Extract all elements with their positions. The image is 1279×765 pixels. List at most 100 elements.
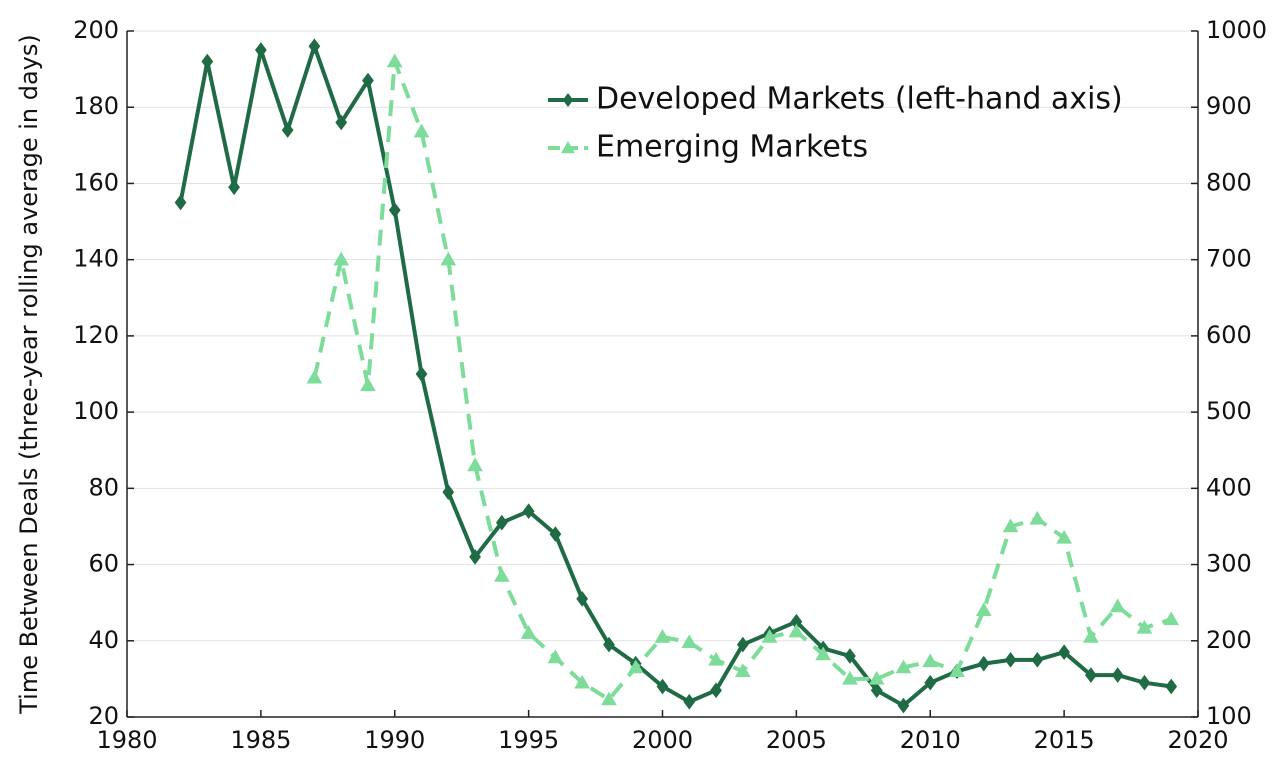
legend-marker bbox=[561, 141, 575, 154]
point-marker bbox=[734, 663, 751, 678]
point-marker bbox=[415, 366, 428, 382]
y2-tick-label: 500 bbox=[1206, 397, 1252, 425]
x-tick-label: 1985 bbox=[230, 726, 291, 754]
legend-label: Emerging Markets bbox=[596, 130, 868, 165]
x-tick-label: 2000 bbox=[632, 726, 693, 754]
point-marker bbox=[520, 625, 537, 639]
point-marker bbox=[576, 591, 589, 607]
point-marker bbox=[333, 251, 350, 266]
point-marker bbox=[1031, 651, 1044, 668]
point-marker bbox=[174, 194, 187, 211]
point-marker bbox=[522, 503, 535, 520]
y-tick-label: 180 bbox=[73, 92, 119, 120]
point-marker bbox=[1058, 644, 1070, 661]
point-marker bbox=[1002, 518, 1019, 533]
point-marker bbox=[627, 659, 644, 674]
point-marker bbox=[710, 682, 722, 699]
point-marker bbox=[736, 636, 749, 653]
point-marker bbox=[1111, 667, 1124, 683]
y2-tick-label: 400 bbox=[1206, 473, 1252, 501]
point-marker bbox=[467, 457, 483, 472]
point-marker bbox=[761, 628, 778, 643]
point-marker bbox=[574, 674, 591, 689]
point-marker bbox=[1056, 529, 1072, 544]
y2-tick-label: 800 bbox=[1206, 168, 1252, 196]
point-marker bbox=[549, 526, 562, 542]
y-tick-label: 200 bbox=[73, 16, 119, 44]
point-marker bbox=[788, 623, 805, 638]
legend-marker bbox=[562, 93, 574, 107]
point-marker bbox=[1136, 619, 1153, 634]
point-marker bbox=[975, 602, 992, 617]
y2-tick-label: 1000 bbox=[1206, 16, 1267, 44]
y2-tick-label: 200 bbox=[1206, 626, 1252, 654]
point-marker bbox=[603, 636, 615, 653]
point-marker bbox=[362, 72, 374, 89]
x-tick-label: 2010 bbox=[900, 726, 961, 754]
point-marker bbox=[413, 123, 430, 138]
y-axis-label: Time Between Deals (three-year rolling a… bbox=[15, 34, 43, 715]
point-marker bbox=[335, 114, 348, 131]
point-marker bbox=[654, 628, 671, 643]
x-tick-label: 1995 bbox=[498, 726, 559, 754]
x-tick-label: 2005 bbox=[766, 726, 827, 754]
point-marker bbox=[547, 649, 564, 664]
point-marker bbox=[868, 670, 885, 685]
y-tick-label: 100 bbox=[73, 397, 119, 425]
point-marker bbox=[1165, 678, 1178, 695]
y2-tick-label: 900 bbox=[1206, 92, 1252, 120]
point-marker bbox=[601, 691, 617, 706]
y2-tick-label: 100 bbox=[1206, 702, 1252, 730]
point-marker bbox=[1138, 674, 1151, 691]
point-marker bbox=[493, 567, 510, 582]
x-tick-label: 2015 bbox=[1034, 726, 1095, 754]
y2-tick-label: 700 bbox=[1206, 245, 1252, 273]
y2-tick-label: 300 bbox=[1206, 550, 1252, 578]
point-marker bbox=[440, 251, 457, 266]
point-marker bbox=[897, 697, 910, 714]
point-marker bbox=[844, 648, 856, 664]
point-marker bbox=[1083, 628, 1099, 643]
point-marker bbox=[708, 651, 724, 666]
point-marker bbox=[442, 484, 455, 500]
point-marker bbox=[228, 179, 240, 196]
point-marker bbox=[683, 693, 696, 710]
legend-label: Developed Markets (left-hand axis) bbox=[596, 82, 1123, 117]
point-marker bbox=[977, 655, 990, 672]
x-tick-label: 1990 bbox=[364, 726, 425, 754]
point-marker bbox=[386, 53, 403, 68]
y2-tick-label: 600 bbox=[1206, 321, 1252, 349]
x-tick-label: 1980 bbox=[96, 726, 157, 754]
point-marker bbox=[1085, 667, 1097, 683]
point-marker bbox=[656, 678, 669, 695]
y-tick-label: 40 bbox=[88, 626, 119, 654]
point-marker bbox=[1163, 611, 1180, 626]
y-tick-label: 120 bbox=[73, 321, 119, 349]
point-marker bbox=[360, 377, 376, 392]
point-marker bbox=[681, 634, 698, 649]
point-marker bbox=[842, 670, 858, 685]
point-marker bbox=[870, 682, 883, 699]
point-marker bbox=[388, 202, 401, 218]
point-marker bbox=[924, 674, 937, 691]
point-marker bbox=[949, 663, 965, 678]
point-marker bbox=[1004, 651, 1017, 668]
point-marker bbox=[281, 122, 294, 138]
point-marker bbox=[1109, 598, 1126, 613]
point-marker bbox=[469, 549, 481, 565]
point-marker bbox=[815, 646, 832, 661]
y-tick-label: 160 bbox=[73, 168, 119, 196]
point-marker bbox=[1029, 510, 1046, 525]
point-marker bbox=[495, 514, 508, 531]
y-tick-label: 60 bbox=[88, 550, 119, 578]
point-marker bbox=[201, 53, 214, 70]
point-marker bbox=[895, 659, 912, 674]
y-tick-label: 140 bbox=[73, 245, 119, 273]
point-marker bbox=[255, 42, 267, 58]
point-marker bbox=[308, 38, 321, 55]
y-tick-label: 80 bbox=[88, 473, 119, 501]
point-marker bbox=[922, 653, 939, 668]
point-marker bbox=[306, 369, 323, 384]
y-tick-label: 20 bbox=[88, 702, 119, 730]
